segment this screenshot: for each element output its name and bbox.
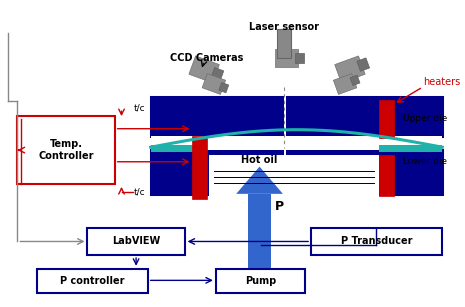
Bar	[216, 269, 305, 293]
FancyBboxPatch shape	[219, 83, 229, 93]
Bar	[379, 155, 394, 196]
Text: Lower die: Lower die	[404, 157, 447, 166]
Bar	[311, 228, 442, 255]
Text: Laser sensor: Laser sensor	[249, 22, 319, 32]
Bar	[209, 155, 379, 197]
Text: LabVIEW: LabVIEW	[112, 236, 160, 247]
Text: P Transducer: P Transducer	[341, 236, 412, 247]
Text: Temp.
Controller: Temp. Controller	[38, 139, 94, 161]
Bar	[248, 245, 271, 277]
Bar	[379, 99, 394, 138]
FancyBboxPatch shape	[295, 53, 304, 63]
Bar	[37, 269, 148, 293]
Bar	[18, 116, 115, 184]
Bar	[151, 145, 204, 152]
Bar	[277, 29, 291, 58]
Polygon shape	[236, 167, 283, 194]
Bar	[379, 145, 442, 152]
Text: CCD Cameras: CCD Cameras	[170, 53, 244, 63]
Text: Hot oil: Hot oil	[241, 155, 278, 165]
FancyBboxPatch shape	[335, 56, 365, 83]
FancyBboxPatch shape	[350, 75, 360, 86]
Bar	[151, 150, 282, 194]
FancyBboxPatch shape	[211, 68, 224, 81]
Bar	[193, 135, 207, 199]
Text: Upper die: Upper die	[404, 115, 448, 123]
Text: P controller: P controller	[60, 276, 125, 286]
Bar	[287, 150, 442, 194]
Bar	[248, 194, 271, 245]
Bar	[151, 97, 282, 135]
Text: t/c: t/c	[134, 104, 146, 113]
Bar	[287, 97, 442, 135]
Text: t/c: t/c	[134, 187, 146, 196]
FancyBboxPatch shape	[275, 49, 298, 67]
Text: P: P	[275, 200, 284, 213]
FancyBboxPatch shape	[189, 56, 219, 83]
Text: heaters: heaters	[423, 77, 460, 87]
Bar	[151, 135, 442, 150]
Text: Pump: Pump	[245, 276, 276, 286]
FancyBboxPatch shape	[202, 74, 226, 94]
FancyBboxPatch shape	[357, 58, 370, 71]
FancyBboxPatch shape	[333, 74, 357, 94]
Bar	[87, 228, 185, 255]
